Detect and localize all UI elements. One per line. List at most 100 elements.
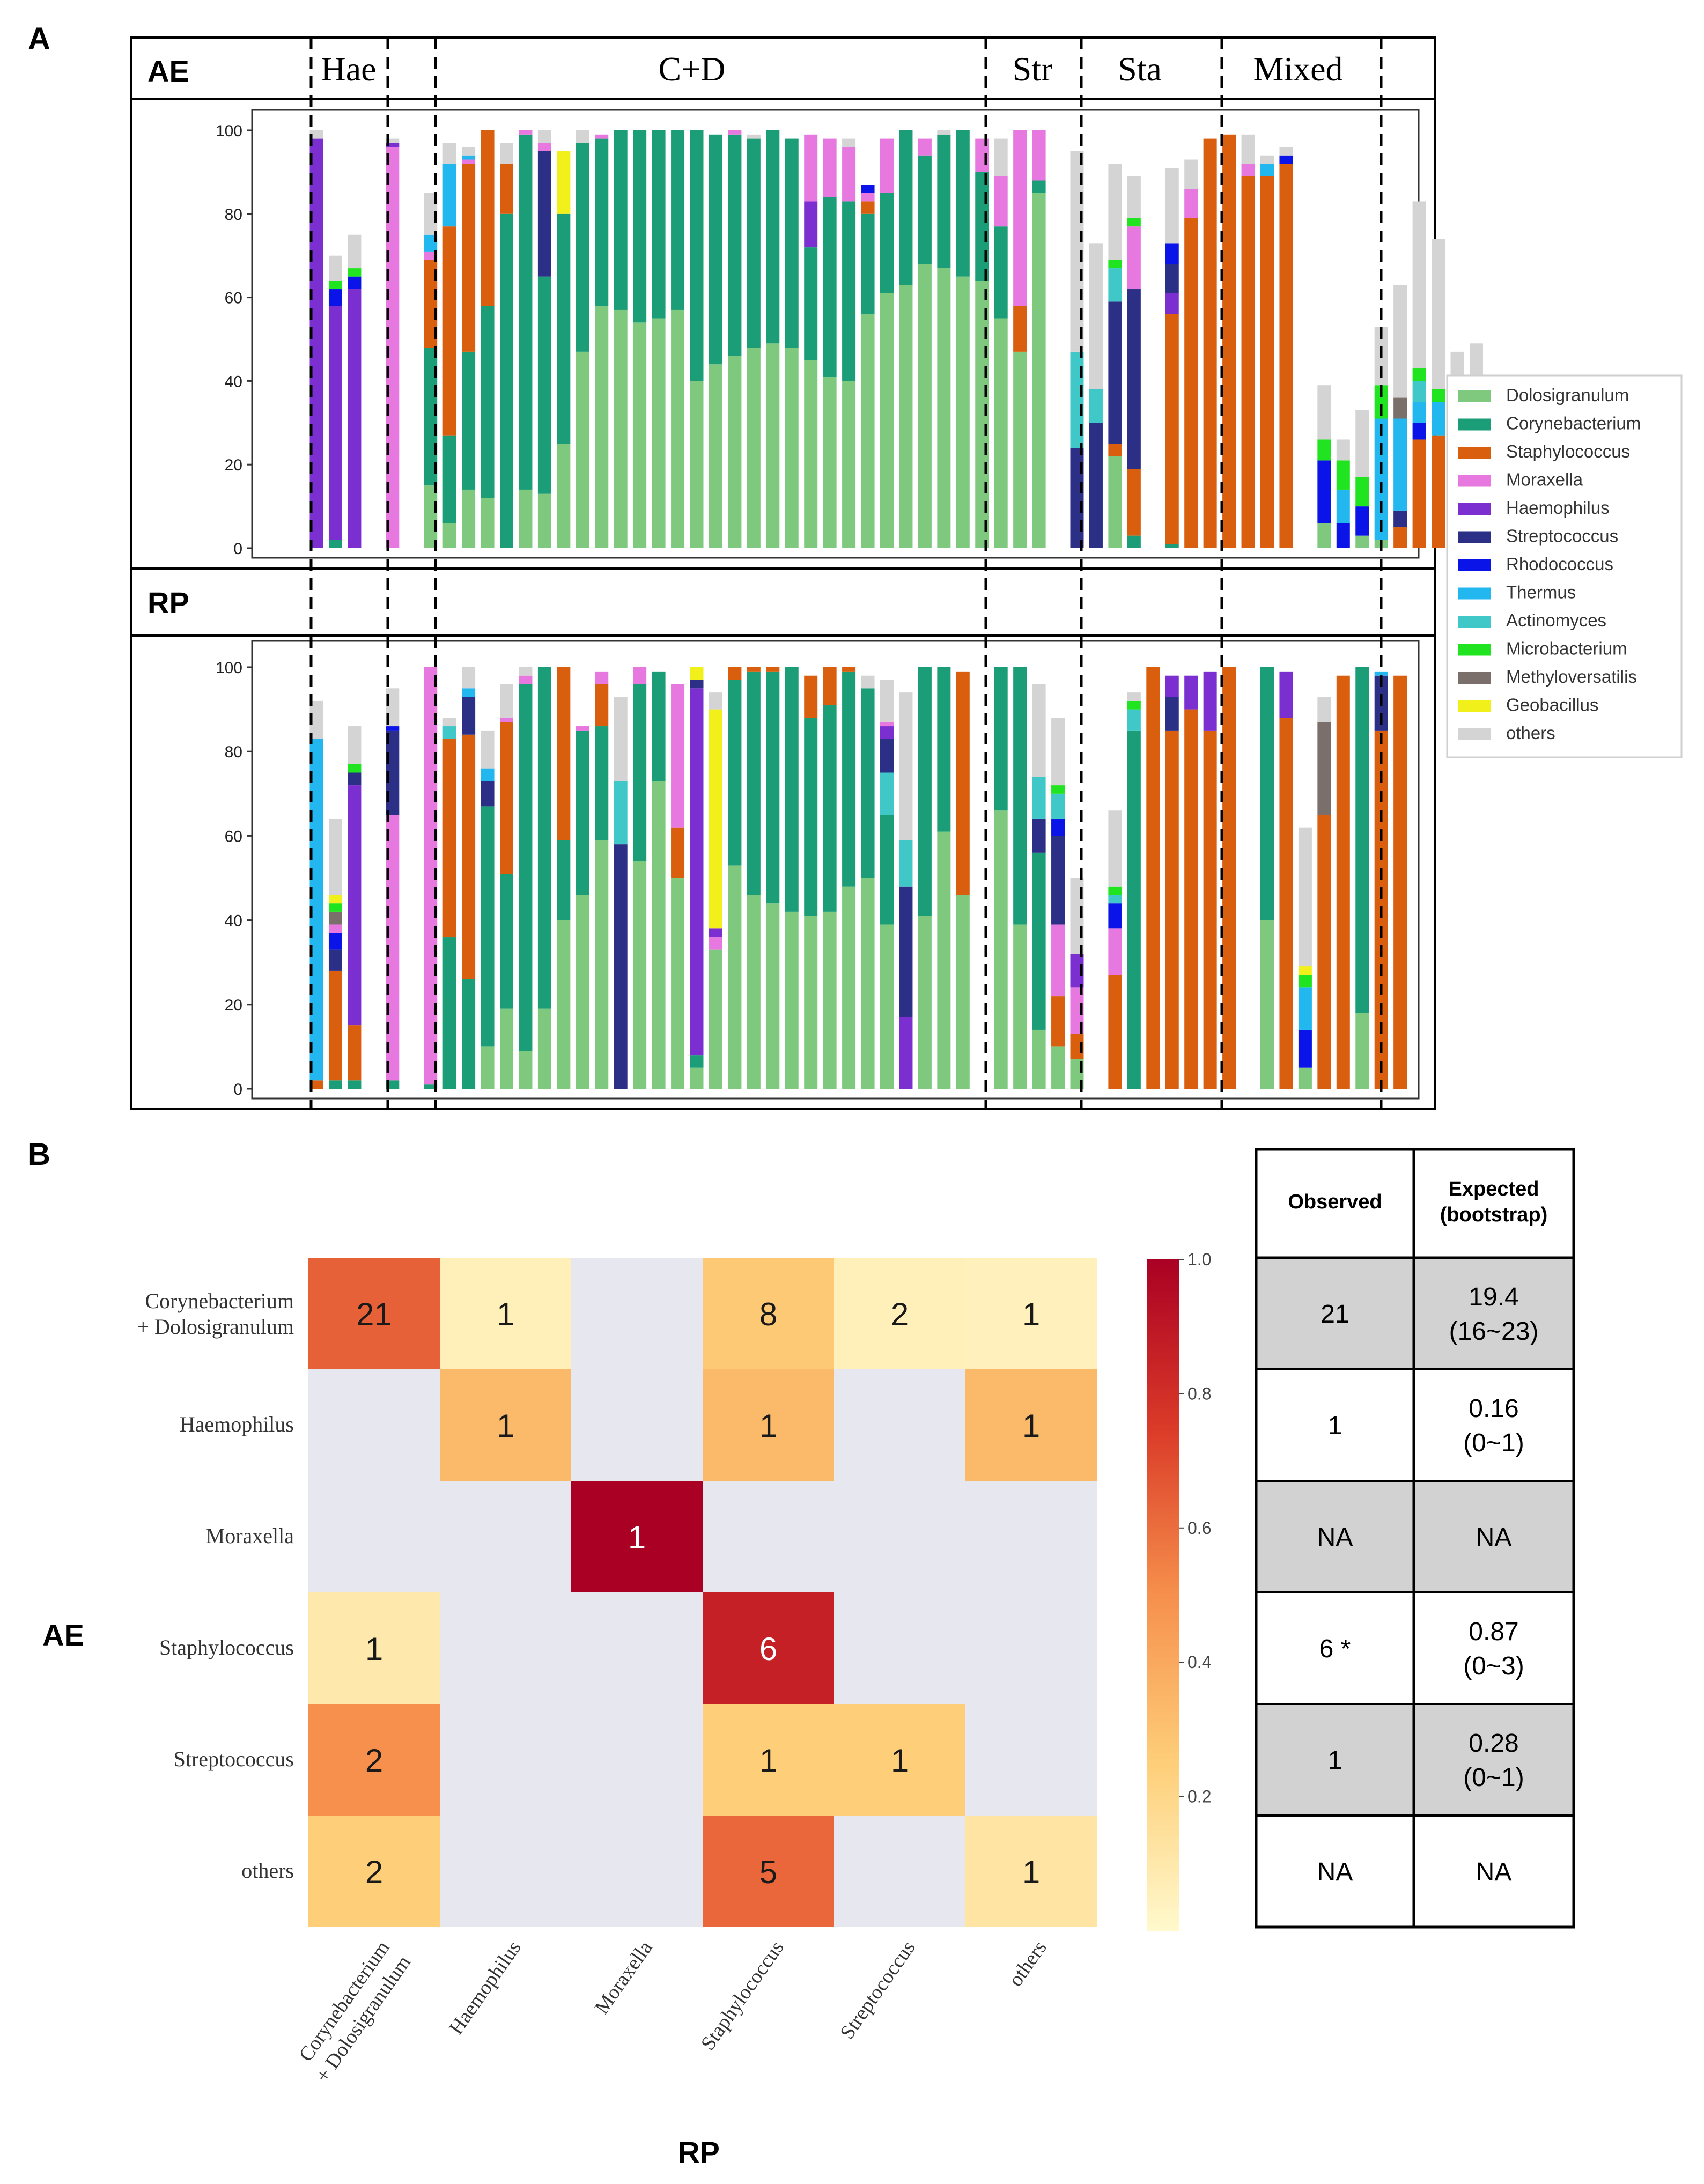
table-cell: 1: [1328, 1412, 1342, 1440]
bar-segment-others: [519, 667, 533, 676]
heatmap-cell: [308, 1704, 440, 1816]
bar-segment-others: [880, 680, 894, 722]
bar-segment-actinomyces: [899, 840, 913, 887]
bar-segment-staphylococcus: [804, 675, 818, 718]
bar-segment-dolosigranulum: [1355, 535, 1369, 548]
bar-segment-staphylococcus: [1222, 667, 1236, 1089]
bar-segment-actinomyces: [1032, 777, 1046, 819]
bar-segment-haemophilus: [1203, 671, 1217, 731]
y-tick-label: 20: [225, 456, 242, 474]
bar-segment-streptococcus: [1165, 264, 1179, 293]
bar-segment-corynebacterium: [481, 306, 495, 498]
bar-segment-dolosigranulum: [918, 264, 932, 548]
heatmap-cell-count: 1: [891, 1743, 909, 1779]
bar-segment-corynebacterium: [519, 684, 533, 1051]
bar-segment-others: [842, 138, 856, 147]
y-tick-label: 80: [225, 206, 242, 224]
bar-segment-dolosigranulum: [671, 878, 685, 1089]
heatmap-cell-count: 1: [1022, 1408, 1040, 1444]
bar-segment-microbacterium: [1127, 700, 1141, 710]
bar-segment-staphylococcus: [1412, 439, 1426, 548]
heatmap-column-label: Haemophilus: [445, 1937, 526, 2039]
colorbar-tick-label: 0.4: [1187, 1652, 1211, 1672]
bar-segment-staphylococcus: [462, 734, 476, 979]
bar-segment-corynebacterium: [1260, 667, 1274, 920]
table-cell: 0.16 (0~1): [1463, 1394, 1524, 1457]
bar-segment-corynebacterium: [1355, 667, 1369, 1013]
heatmap-cell-count: 8: [759, 1296, 777, 1332]
y-tick-label: 0: [233, 540, 242, 558]
bar-segment-dolosigranulum: [1013, 924, 1027, 1089]
bar-segment-microbacterium: [1317, 439, 1331, 461]
bar-segment-thermus: [1374, 671, 1388, 676]
bar-segment-staphylococcus: [1393, 675, 1407, 1089]
legend-label: Dolosigranulum: [1506, 385, 1629, 405]
legend-swatch-dolosigranulum: [1458, 390, 1491, 402]
bar-segment-staphylococcus: [348, 1025, 362, 1081]
bar-segment-others: [1241, 134, 1255, 164]
heatmap-column-label: Moraxella: [591, 1937, 657, 2018]
y-tick-label: 40: [225, 912, 242, 930]
table-cell: NA: [1317, 1858, 1353, 1886]
bar-segment-corynebacterium: [747, 671, 761, 895]
bar-segment-moraxella: [1241, 164, 1255, 176]
bar-segment-dolosigranulum: [728, 356, 742, 548]
bar-segment-others: [576, 130, 589, 143]
colorbar-tick-label: 0.2: [1187, 1787, 1211, 1806]
bar-segment-others: [1260, 155, 1274, 164]
bar-segment-streptococcus: [1051, 836, 1065, 925]
bar-segment-moraxella: [804, 134, 818, 202]
bar-segment-others: [937, 130, 951, 135]
bar-segment-staphylococcus: [671, 827, 685, 878]
bar-segment-dolosigranulum: [442, 523, 456, 548]
bar-segment-dolosigranulum: [614, 309, 628, 548]
panel-a-frame: [130, 36, 1436, 1110]
bar-segment-streptococcus: [348, 772, 362, 786]
heatmap-column-label: Streptococcus: [836, 1937, 920, 2043]
bar-segment-staphylococcus: [1146, 667, 1160, 1089]
bar-segment-moraxella: [633, 667, 647, 684]
row-label-ae: AE: [147, 54, 189, 88]
bar-segment-dolosigranulum: [595, 306, 609, 548]
bar-segment-haemophilus: [348, 785, 362, 1026]
y-tick-label: 0: [233, 1081, 242, 1098]
bar-segment-microbacterium: [1127, 218, 1141, 227]
bar-segment-rhodococcus: [386, 726, 400, 731]
group-label: Sta: [1118, 50, 1162, 88]
legend-swatch-microbacterium: [1458, 644, 1491, 656]
bar-segment-corynebacterium: [462, 351, 476, 490]
bar-segment-geobacillus: [709, 709, 722, 929]
panel-a-stacked-bars: AE RP Hae C+D Str Sta Mixed 0 20 40 60 80 100 0 20 40 60…: [130, 36, 1683, 1110]
bar-segment-rhodococcus: [861, 185, 875, 193]
bar-segment-dolosigranulum: [1355, 1013, 1369, 1089]
bar-segment-staphylococcus: [956, 671, 970, 895]
bar-segment-dolosigranulum: [994, 810, 1008, 1089]
bar-segment-corynebacterium: [576, 143, 589, 352]
bar-segment-streptococcus: [328, 949, 342, 971]
bar-segment-rhodococcus: [328, 933, 342, 950]
bar-segment-dolosigranulum: [557, 920, 571, 1089]
bar-segment-staphylococcus: [1108, 975, 1122, 1089]
bar-segment-corynebacterium: [576, 730, 589, 895]
table-cell: 19.4 (16~23): [1449, 1283, 1539, 1346]
bar-segment-dolosigranulum: [747, 348, 761, 548]
bar-segment-corynebacterium: [994, 667, 1008, 811]
bar-segment-moraxella: [500, 718, 513, 722]
bar-segment-microbacterium: [328, 903, 342, 912]
heatmap-cell: [965, 1258, 1097, 1369]
bar-segment-corynebacterium: [804, 247, 818, 360]
bar-segment-thermus: [1432, 402, 1445, 436]
bar-segment-corynebacterium: [1013, 667, 1027, 925]
bar-segment-dolosigranulum: [462, 489, 476, 548]
heatmap-cell-count: 1: [628, 1519, 646, 1555]
bar-segment-moraxella: [519, 130, 533, 135]
bar-segment-microbacterium: [1336, 460, 1350, 490]
bar-segment-staphylococcus: [1336, 675, 1350, 1089]
bar-segment-haemophilus: [348, 289, 362, 548]
bar-segment-dolosigranulum: [1260, 920, 1274, 1089]
bar-segment-haemophilus: [1279, 671, 1293, 718]
bar-segment-others: [500, 143, 513, 164]
heatmap-column-label: others: [1004, 1937, 1051, 1990]
bar-segment-others: [348, 726, 362, 764]
